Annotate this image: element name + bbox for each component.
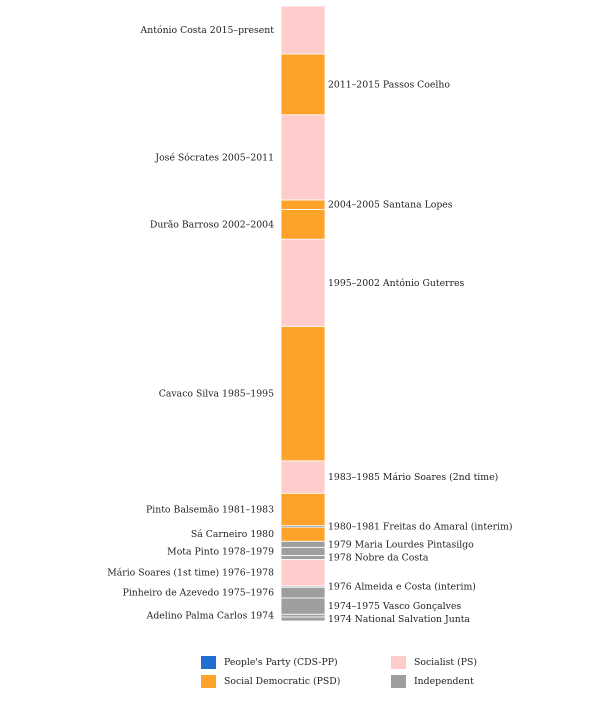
term-label-durao-barroso-2002-2004: Durão Barroso 2002–2004 xyxy=(150,219,274,230)
term-label-pinheiro-de-azevedo-1975-1976: Pinheiro de Azevedo 1975–1976 xyxy=(123,588,275,599)
term-segment-1979-maria-lourdes-pintasilgo xyxy=(280,540,326,548)
term-segment-1974-1975-vasco-goncalves xyxy=(280,597,326,615)
term-segment-jose-socrates-2005-2011 xyxy=(280,114,326,201)
term-segment-cavaco-silva-1985-1995 xyxy=(280,325,326,462)
term-label-1974-1975-vasco-goncalves: 1974–1975 Vasco Gonçalves xyxy=(328,601,461,612)
term-label-cavaco-silva-1985-1995: Cavaco Silva 1985–1995 xyxy=(159,389,274,400)
term-segment-2004-2005-santana-lopes xyxy=(280,199,326,210)
term-segment-sa-carneiro-1980 xyxy=(280,526,326,542)
term-label-pinto-balsemao-1981-1983: Pinto Balsemão 1981–1983 xyxy=(146,504,274,515)
term-segment-1983-1985-mario-soares-2nd-time xyxy=(280,460,326,494)
term-segment-1995-2002-antonio-guterres xyxy=(280,238,326,327)
term-label-1974-national-salvation-junta: 1974 National Salvation Junta xyxy=(328,614,470,625)
term-segment-pinheiro-de-azevedo-1975-1976 xyxy=(280,586,326,599)
term-label-mota-pinto-1978-1979: Mota Pinto 1978–1979 xyxy=(167,546,274,557)
term-label-2004-2005-santana-lopes: 2004–2005 Santana Lopes xyxy=(328,200,453,211)
term-segment-1974-national-salvation-junta xyxy=(280,616,326,622)
term-label-1979-maria-lourdes-pintasilgo: 1979 Maria Lourdes Pintasilgo xyxy=(328,539,474,550)
term-label-sa-carneiro-1980: Sá Carneiro 1980 xyxy=(191,529,274,540)
term-segment-adelino-palma-carlos-1974 xyxy=(280,613,326,618)
term-label-1978-nobre-da-costa: 1978 Nobre da Costa xyxy=(328,552,429,563)
term-segment-antonio-costa-2015-present xyxy=(280,5,326,55)
term-label-1980-1981-freitas-do-amaral-interim: 1980–1981 Freitas do Amaral (interim) xyxy=(328,521,512,532)
term-label-1995-2002-antonio-guterres: 1995–2002 António Guterres xyxy=(328,278,465,289)
term-label-1976-almeida-e-costa-interim: 1976 Almeida e Costa (interim) xyxy=(328,582,476,593)
term-label-jose-socrates-2005-2011: José Sócrates 2005–2011 xyxy=(154,152,274,163)
term-segment-mario-soares-1st-time-1976-1978 xyxy=(280,559,326,587)
term-label-adelino-palma-carlos-1974: Adelino Palma Carlos 1974 xyxy=(146,611,274,622)
term-label-mario-soares-1st-time-1976-1978: Mário Soares (1st time) 1976–1978 xyxy=(107,568,274,579)
term-segment-mota-pinto-1978-1979 xyxy=(280,546,326,556)
term-segment-pinto-balsemao-1981-1983 xyxy=(280,492,326,527)
term-label-antonio-costa-2015-present: António Costa 2015–present xyxy=(140,25,275,36)
term-label-1983-1985-mario-soares-2nd-time: 1983–1985 Mário Soares (2nd time) xyxy=(328,472,498,483)
term-segment-1978-nobre-da-costa xyxy=(280,555,326,560)
term-label-2011-2015-passos-coelho: 2011–2015 Passos Coelho xyxy=(328,79,450,90)
term-segment-durao-barroso-2002-2004 xyxy=(280,209,326,240)
term-segment-2011-2015-passos-coelho xyxy=(280,53,326,116)
